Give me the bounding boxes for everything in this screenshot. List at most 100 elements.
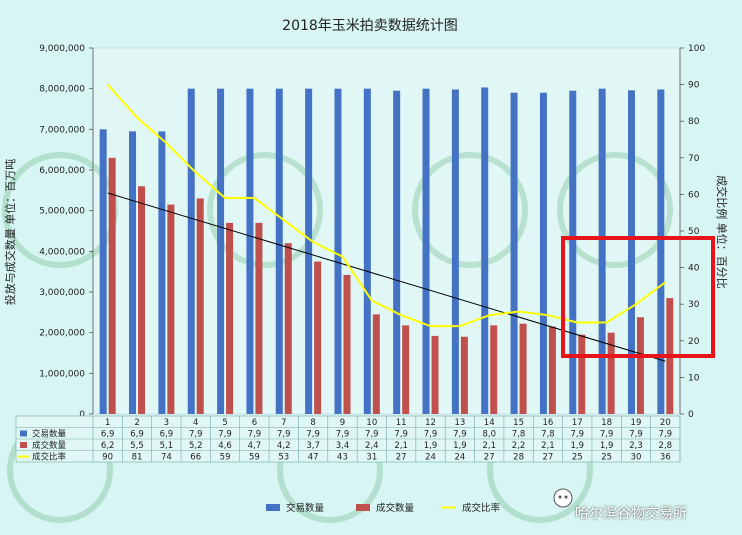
y-tick-label: 8,000,000 — [39, 85, 85, 95]
legend-label: 成交比率 — [462, 502, 501, 514]
table-cell: 7,9 — [571, 430, 585, 440]
y-tick-label: 1,000,000 — [39, 369, 85, 379]
table-cell: 2,4 — [365, 441, 379, 451]
bar-交易数量 — [275, 88, 283, 415]
table-cell: 5,2 — [189, 441, 203, 451]
legend-key — [356, 504, 370, 511]
y2-tick-label: 0 — [688, 410, 694, 420]
bar-交易数量 — [393, 90, 401, 414]
table-cell: 59 — [249, 453, 260, 463]
table-cell: 4,2 — [277, 441, 291, 451]
table-cell: 7,9 — [600, 430, 614, 440]
bar-交易数量 — [217, 88, 225, 415]
chart-title: 2018年玉米拍卖数据统计图 — [282, 18, 458, 34]
table-cell: 7,8 — [541, 430, 555, 440]
table-cell: 8,0 — [482, 430, 496, 440]
table-cell: 7,9 — [394, 430, 408, 440]
plot-area — [92, 47, 681, 415]
table-cell: 24 — [425, 453, 436, 463]
bar-交易数量 — [187, 88, 195, 415]
watermark-badge — [553, 488, 573, 508]
bar-成交数量 — [196, 198, 204, 414]
y-tick-label: 7,000,000 — [39, 125, 85, 135]
bar-交易数量 — [627, 90, 635, 414]
x-tick-label: 6 — [252, 418, 257, 428]
table-cell: 2,2 — [512, 441, 526, 451]
bar-交易数量 — [334, 88, 342, 415]
highlight-box — [561, 236, 715, 358]
table-series-name: 成交比率 — [32, 452, 67, 463]
y-tick-label: 9,000,000 — [39, 44, 85, 54]
wechat-icon-dot — [558, 495, 562, 499]
watermark-logo — [207, 152, 323, 268]
bar-成交数量 — [372, 314, 380, 414]
table-cell: 6,2 — [101, 441, 115, 451]
bar-成交数量 — [402, 325, 410, 414]
ratio-line-layer — [106, 83, 666, 328]
table-cell: 7,9 — [424, 430, 438, 440]
y2-tick-label: 70 — [688, 154, 700, 164]
table-cell: 7,9 — [659, 430, 673, 440]
table-cell: 27 — [396, 453, 407, 463]
trendline — [107, 192, 666, 362]
x-tick-label: 10 — [366, 418, 377, 428]
bar-交易数量 — [305, 88, 313, 415]
y-tick-label: 6,000,000 — [39, 166, 85, 176]
table-cell: 30 — [631, 453, 642, 463]
bar-交易数量 — [539, 92, 547, 414]
table-cell: 31 — [366, 453, 377, 463]
table-cell: 2,1 — [541, 441, 555, 451]
table-cell: 74 — [161, 453, 172, 463]
table-cell: 5,5 — [130, 441, 144, 451]
x-tick-label: 8 — [310, 418, 315, 428]
x-tick-label: 18 — [601, 418, 612, 428]
table-cell: 2,8 — [659, 441, 673, 451]
table-cell: 1,9 — [453, 441, 467, 451]
y2-tick-label: 30 — [688, 300, 700, 310]
table-cell: 5,1 — [160, 441, 174, 451]
table-cell: 53 — [278, 453, 289, 463]
table-cell: 2,1 — [394, 441, 408, 451]
x-tick-label: 15 — [513, 418, 524, 428]
bar-交易数量 — [510, 92, 518, 414]
x-tick-label: 3 — [164, 418, 169, 428]
table-cell: 25 — [601, 453, 612, 463]
y2-tick-label: 90 — [688, 81, 700, 91]
x-tick-label: 20 — [660, 418, 671, 428]
y2-tick-label: 60 — [688, 190, 700, 200]
table-legend-key — [20, 442, 27, 448]
table-cell: 6,9 — [160, 430, 174, 440]
bar-成交数量 — [314, 261, 322, 414]
y-tick-label: 3,000,000 — [39, 288, 85, 298]
y2-tick-label: 40 — [688, 264, 700, 274]
bar-成交数量 — [284, 243, 292, 414]
table-cell: 3,4 — [336, 441, 350, 451]
x-tick-label: 7 — [281, 418, 286, 428]
bar-成交数量 — [519, 323, 527, 414]
bar-成交数量 — [255, 222, 263, 414]
bar-交易数量 — [246, 88, 254, 415]
legend: 交易数量 成交数量 成交比率 — [266, 502, 501, 514]
x-tick-label: 16 — [543, 418, 554, 428]
table-cell: 1,9 — [600, 441, 614, 451]
y2-tick-label: 100 — [688, 44, 705, 54]
bar-交易数量 — [481, 87, 489, 415]
y-tick-label: 5,000,000 — [39, 207, 85, 217]
bar-成交数量 — [108, 157, 116, 415]
table-cell: 2,1 — [482, 441, 496, 451]
x-tick-label: 11 — [396, 418, 407, 428]
bars-layer — [99, 87, 674, 415]
table-cell: 36 — [660, 453, 671, 463]
table-cell: 1,9 — [424, 441, 438, 451]
table-cell: 7,8 — [512, 430, 526, 440]
y-tick-label: 0 — [79, 410, 85, 420]
table-cell: 24 — [454, 453, 465, 463]
y-axis-label: 投放与成交数量 单位：百万吨 — [3, 159, 17, 306]
table-cell: 47 — [308, 453, 319, 463]
bar-交易数量 — [657, 89, 665, 414]
x-tick-label: 9 — [340, 418, 345, 428]
bar-交易数量 — [451, 89, 459, 414]
legend-label: 成交数量 — [376, 502, 415, 514]
wechat-icon-dot — [564, 495, 568, 499]
